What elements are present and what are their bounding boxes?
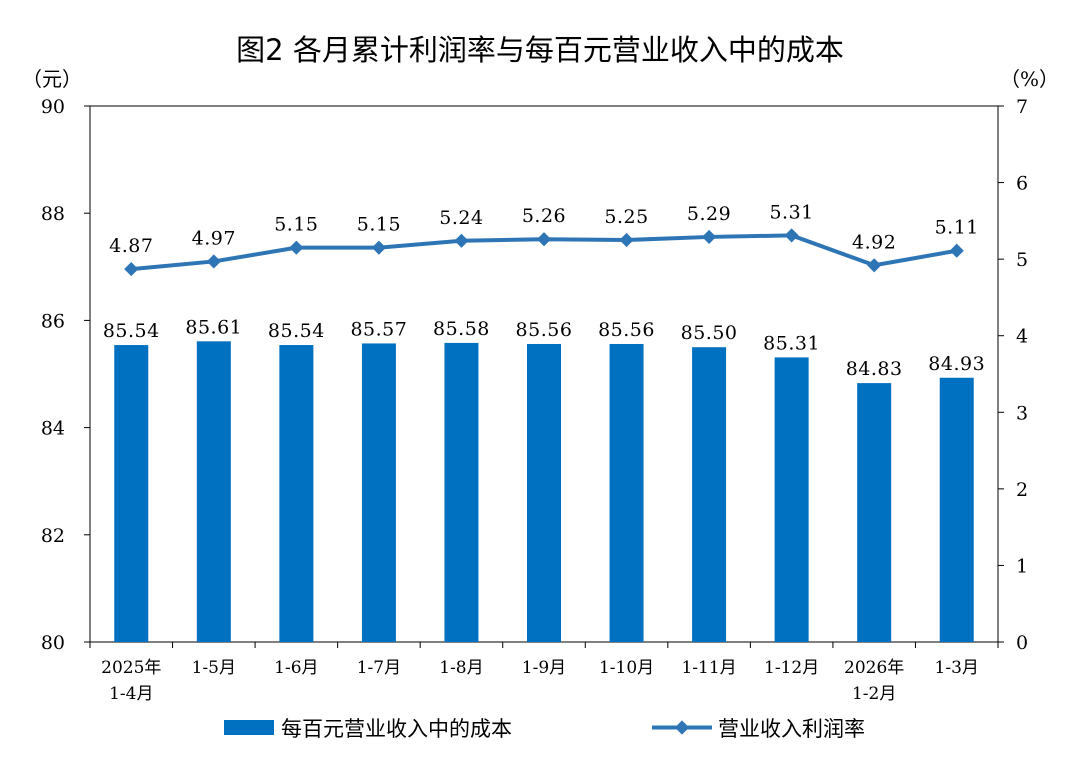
- right-axis-unit: （%）: [1000, 67, 1059, 91]
- line-value-label: 5.29: [687, 203, 731, 225]
- bar: [939, 377, 974, 642]
- left-axis-unit: （元）: [22, 67, 82, 91]
- line-value-label: 5.15: [274, 214, 318, 236]
- bar: [361, 343, 396, 642]
- line-point: [206, 254, 221, 269]
- line-value-label: 5.26: [522, 205, 566, 227]
- left-axis: 80 82 84 86 88 90: [41, 96, 90, 654]
- x-tick-label: 1-11月: [681, 658, 736, 678]
- line-point: [536, 232, 552, 247]
- x-tick-label: 1-2月: [852, 684, 896, 704]
- left-tick-label: 80: [41, 632, 65, 654]
- right-tick-label: 3: [1016, 402, 1028, 424]
- line-value-label: 5.25: [604, 206, 648, 228]
- line-point: [619, 232, 634, 248]
- line-value-label: 4.87: [109, 235, 153, 257]
- legend-bar-label: 每百元营业收入中的成本: [281, 717, 512, 741]
- bar-value-label: 85.31: [763, 332, 820, 354]
- bar-value-label: 85.57: [350, 318, 407, 340]
- line-value-label: 5.15: [357, 214, 401, 236]
- x-tick-label: 1-8月: [439, 658, 483, 678]
- bar: [444, 342, 479, 642]
- left-tick-label: 90: [41, 96, 65, 118]
- right-axis: 0 1 2 3 4 5 6 7: [998, 96, 1028, 654]
- line-value-label: 5.11: [935, 217, 979, 239]
- left-tick-label: 86: [41, 310, 65, 332]
- bar-value-label: 84.93: [928, 353, 985, 375]
- bar: [279, 345, 314, 642]
- bar: [774, 357, 809, 642]
- x-tick-label: 1-12月: [764, 658, 819, 678]
- line-point: [289, 240, 304, 255]
- bar: [609, 343, 644, 642]
- left-tick-label: 88: [41, 203, 65, 225]
- line-point: [949, 243, 964, 258]
- line-value-label: 4.92: [852, 231, 896, 253]
- right-tick-label: 5: [1016, 249, 1028, 271]
- bar-value-label: 85.54: [268, 320, 325, 342]
- left-tick-label: 84: [41, 418, 65, 440]
- line-point: [702, 229, 717, 245]
- line-point: [867, 258, 882, 273]
- bar: [196, 341, 231, 642]
- x-tick-label: 1-4月: [109, 684, 153, 704]
- legend-line-label: 营业收入利润率: [718, 717, 865, 741]
- line-value-label: 4.97: [192, 227, 236, 249]
- bar: [527, 343, 561, 642]
- legend-line-marker: [674, 720, 690, 735]
- x-tick-label: 1-9月: [522, 658, 566, 678]
- x-tick-label: 1-7月: [357, 658, 401, 678]
- line-series: [124, 228, 964, 277]
- bar: [692, 347, 727, 642]
- chart-title: 图2 各月累计利润率与每百元营业收入中的成本: [236, 33, 844, 67]
- legend-bar-swatch: [224, 720, 274, 735]
- x-tick-label: 2025年: [101, 658, 161, 678]
- right-tick-label: 7: [1016, 96, 1028, 118]
- bar-value-label: 85.56: [516, 319, 573, 341]
- bar: [114, 345, 149, 642]
- line-value-label: 5.31: [769, 201, 813, 223]
- x-tick-label: 1-6月: [274, 658, 318, 678]
- bar-value-label: 85.56: [598, 319, 655, 341]
- bar-series: [114, 341, 974, 642]
- line-point: [454, 233, 469, 248]
- bar-value-label: 85.50: [681, 322, 738, 344]
- line-point: [371, 240, 386, 255]
- bar-value-label: 85.58: [433, 318, 490, 340]
- bar-value-label: 85.61: [185, 316, 242, 338]
- line-value-label: 5.24: [439, 207, 483, 229]
- bar-value-label: 85.54: [103, 320, 160, 342]
- x-tick-label: 1-10月: [599, 658, 654, 678]
- bar-data-labels: 85.54 85.61 85.54 85.57 85.58 85.56 85.56 85.50…: [103, 316, 985, 380]
- right-tick-label: 2: [1016, 479, 1028, 501]
- right-tick-label: 6: [1016, 173, 1028, 195]
- right-tick-label: 0: [1016, 632, 1028, 654]
- x-tick-label: 2026年: [844, 658, 904, 678]
- legend: 每百元营业收入中的成本 营业收入利润率: [224, 717, 865, 741]
- right-tick-label: 4: [1016, 326, 1028, 348]
- line-point: [784, 228, 799, 243]
- x-tick-label: 1-5月: [192, 658, 236, 678]
- x-tick-label: 1-3月: [935, 658, 979, 678]
- bar: [857, 383, 892, 642]
- bar-value-label: 84.83: [846, 358, 903, 380]
- left-tick-label: 82: [41, 525, 65, 547]
- line-data-labels: 4.87 4.97 5.15 5.15 5.24 5.26 5.25 5.29 5.31 4.92…: [109, 201, 979, 257]
- right-tick-label: 1: [1016, 555, 1028, 577]
- x-axis: 2025年 1-4月 1-5月 1-6月 1-7月 1-8月 1-9月 1-10月 1-11月 1…: [89, 642, 999, 704]
- line-point: [124, 262, 139, 277]
